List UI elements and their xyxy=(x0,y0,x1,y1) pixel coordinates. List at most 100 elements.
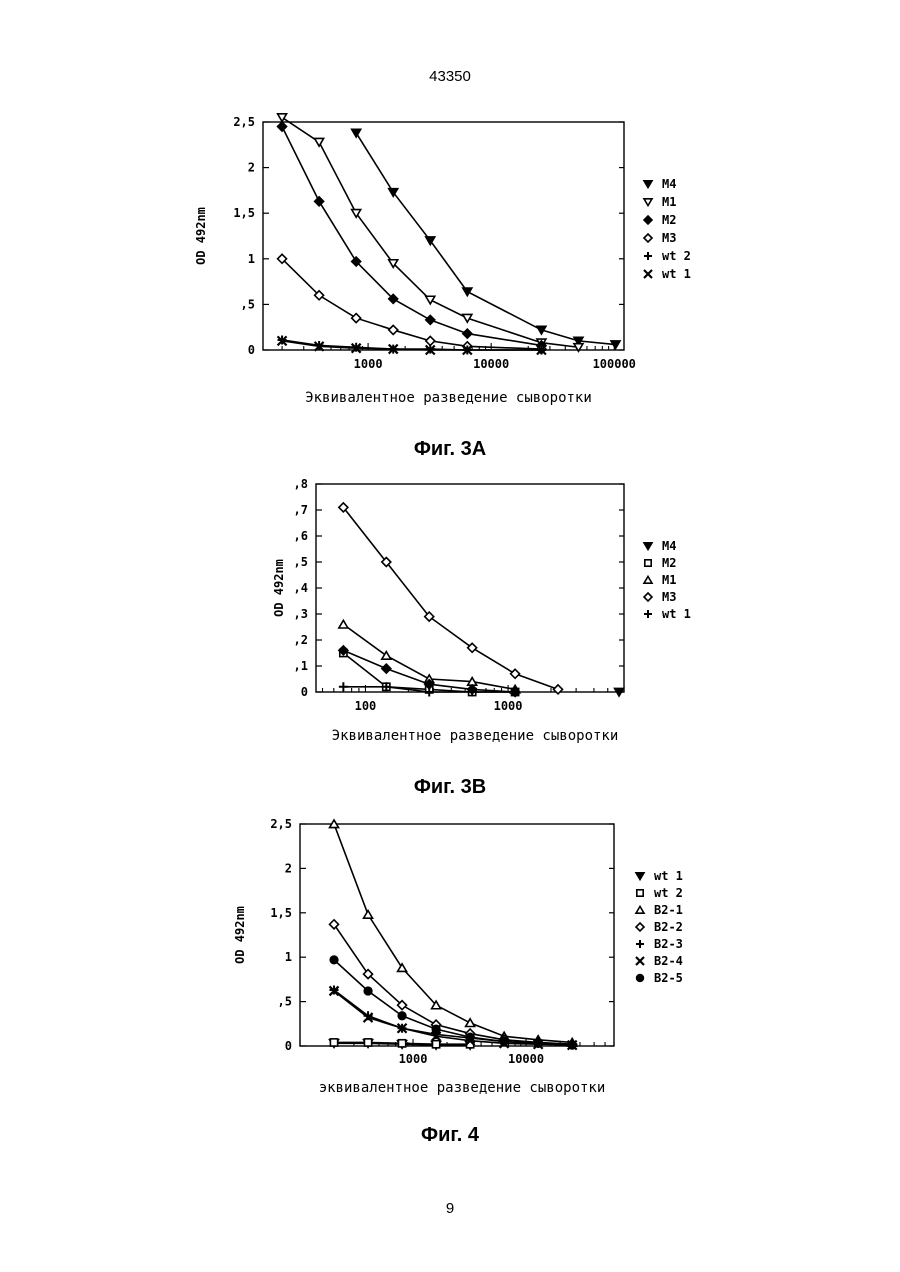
data-point xyxy=(389,325,398,334)
series-m4 xyxy=(352,129,620,348)
legend-label: M4 xyxy=(662,539,676,553)
page-header-number: 43350 xyxy=(0,68,900,85)
series-line xyxy=(282,127,541,346)
data-point xyxy=(432,1025,440,1033)
data-point xyxy=(315,197,324,206)
y-tick-label: ,3 xyxy=(294,607,308,621)
y-tick-label: ,5 xyxy=(294,555,308,569)
data-point xyxy=(398,1040,405,1047)
data-point xyxy=(466,1019,475,1027)
series-line xyxy=(282,117,578,347)
legend-label: M3 xyxy=(662,231,676,245)
x-tick-label: 1000 xyxy=(354,357,383,371)
y-tick-label: ,1 xyxy=(294,659,308,673)
data-point xyxy=(339,682,348,691)
y-tick-label: 2,5 xyxy=(233,115,255,129)
y-tick-label: ,5 xyxy=(241,297,255,311)
series-m4 xyxy=(615,688,624,696)
figure-3b-caption: Фиг. 3В xyxy=(0,776,900,799)
figure-4-chart: 0,511,522,5100010000OD 492nmэквивалентно… xyxy=(0,810,900,1110)
series-line xyxy=(334,924,572,1044)
series-line xyxy=(282,259,541,349)
x-tick-label: 1000 xyxy=(494,699,523,713)
legend-label: B2-5 xyxy=(654,971,683,985)
y-tick-label: 1 xyxy=(248,252,255,266)
data-point xyxy=(500,1038,508,1046)
data-point xyxy=(426,315,435,324)
legend-marker xyxy=(644,252,652,260)
data-point xyxy=(315,138,324,146)
figure-3a-caption: Фиг. 3А xyxy=(0,438,900,461)
series-m2 xyxy=(278,122,546,350)
y-axis-label: OD 492nm xyxy=(233,906,247,964)
legend-label: M2 xyxy=(662,556,676,570)
y-tick-label: ,7 xyxy=(294,503,308,517)
data-point xyxy=(278,122,287,131)
legend-marker xyxy=(636,940,644,948)
data-point xyxy=(330,820,339,828)
y-tick-label: 1 xyxy=(285,950,292,964)
legend-label: wt 1 xyxy=(662,267,691,281)
y-tick-label: ,2 xyxy=(294,633,308,647)
legend-marker xyxy=(644,199,652,206)
data-point xyxy=(364,911,373,919)
data-point xyxy=(330,1039,337,1046)
series-line xyxy=(334,824,572,1042)
legend-marker xyxy=(644,543,652,550)
legend-label: M1 xyxy=(662,573,676,587)
legend-marker xyxy=(636,923,644,931)
data-point xyxy=(398,964,407,972)
data-point xyxy=(426,296,435,304)
legend-marker xyxy=(637,890,643,896)
data-point xyxy=(398,1012,406,1020)
legend-label: wt 1 xyxy=(662,607,691,621)
data-point xyxy=(463,329,472,338)
y-tick-label: 2 xyxy=(248,161,255,175)
legend-label: M1 xyxy=(662,195,676,209)
x-tick-label: 100000 xyxy=(593,357,636,371)
legend-marker xyxy=(644,234,652,242)
y-tick-label: 2 xyxy=(285,861,292,875)
x-tick-label: 100 xyxy=(355,699,377,713)
figure-3a-chart: 0,511,522,5100010000100000OD 492nmЭквива… xyxy=(0,110,900,430)
x-axis-label: Эквивалентное разведение сыворотки xyxy=(305,390,592,406)
data-point xyxy=(330,956,338,964)
y-tick-label: ,4 xyxy=(294,581,308,595)
data-point xyxy=(426,336,435,345)
data-point xyxy=(537,326,546,334)
plot-frame xyxy=(316,484,624,692)
plot-frame xyxy=(263,122,624,350)
x-tick-label: 10000 xyxy=(508,1052,544,1066)
y-tick-label: 0 xyxy=(248,343,255,357)
legend-label: B2-4 xyxy=(654,954,683,968)
data-point xyxy=(463,288,472,296)
series-m3 xyxy=(278,254,546,353)
legend-label: wt 2 xyxy=(662,249,691,263)
figure-4-caption: Фиг. 4 xyxy=(0,1124,900,1147)
legend-marker xyxy=(637,975,644,982)
series-m3 xyxy=(339,503,563,694)
data-point xyxy=(534,1040,542,1048)
y-tick-label: 2,5 xyxy=(270,817,292,831)
y-tick-label: ,6 xyxy=(294,529,308,543)
y-tick-label: ,8 xyxy=(294,477,308,491)
legend-marker xyxy=(644,270,652,278)
legend-label: wt 1 xyxy=(654,869,683,883)
data-point xyxy=(339,620,348,628)
legend-label: B2-3 xyxy=(654,937,683,951)
x-axis-label: эквивалентное разведение сыворотки xyxy=(319,1080,606,1096)
series-line xyxy=(356,133,615,345)
legend-marker xyxy=(645,560,651,566)
y-tick-label: 0 xyxy=(301,685,308,699)
legend-marker xyxy=(644,181,652,188)
data-point xyxy=(568,1041,576,1049)
data-point xyxy=(330,920,339,929)
x-axis-label: Эквивалентное разведение сыворотки xyxy=(332,728,619,744)
data-point xyxy=(611,341,620,349)
figure-3b-chart: 0 ,1 ,2 ,3 ,4 ,5 ,6 ,7 ,8 100 1000 OD 492nm Эквивале… xyxy=(0,470,900,760)
data-point xyxy=(364,1039,371,1046)
legend-marker xyxy=(636,957,644,965)
y-axis-label: OD 492nm xyxy=(272,559,286,617)
legend-label: M3 xyxy=(662,590,676,604)
legend-marker xyxy=(636,906,644,913)
